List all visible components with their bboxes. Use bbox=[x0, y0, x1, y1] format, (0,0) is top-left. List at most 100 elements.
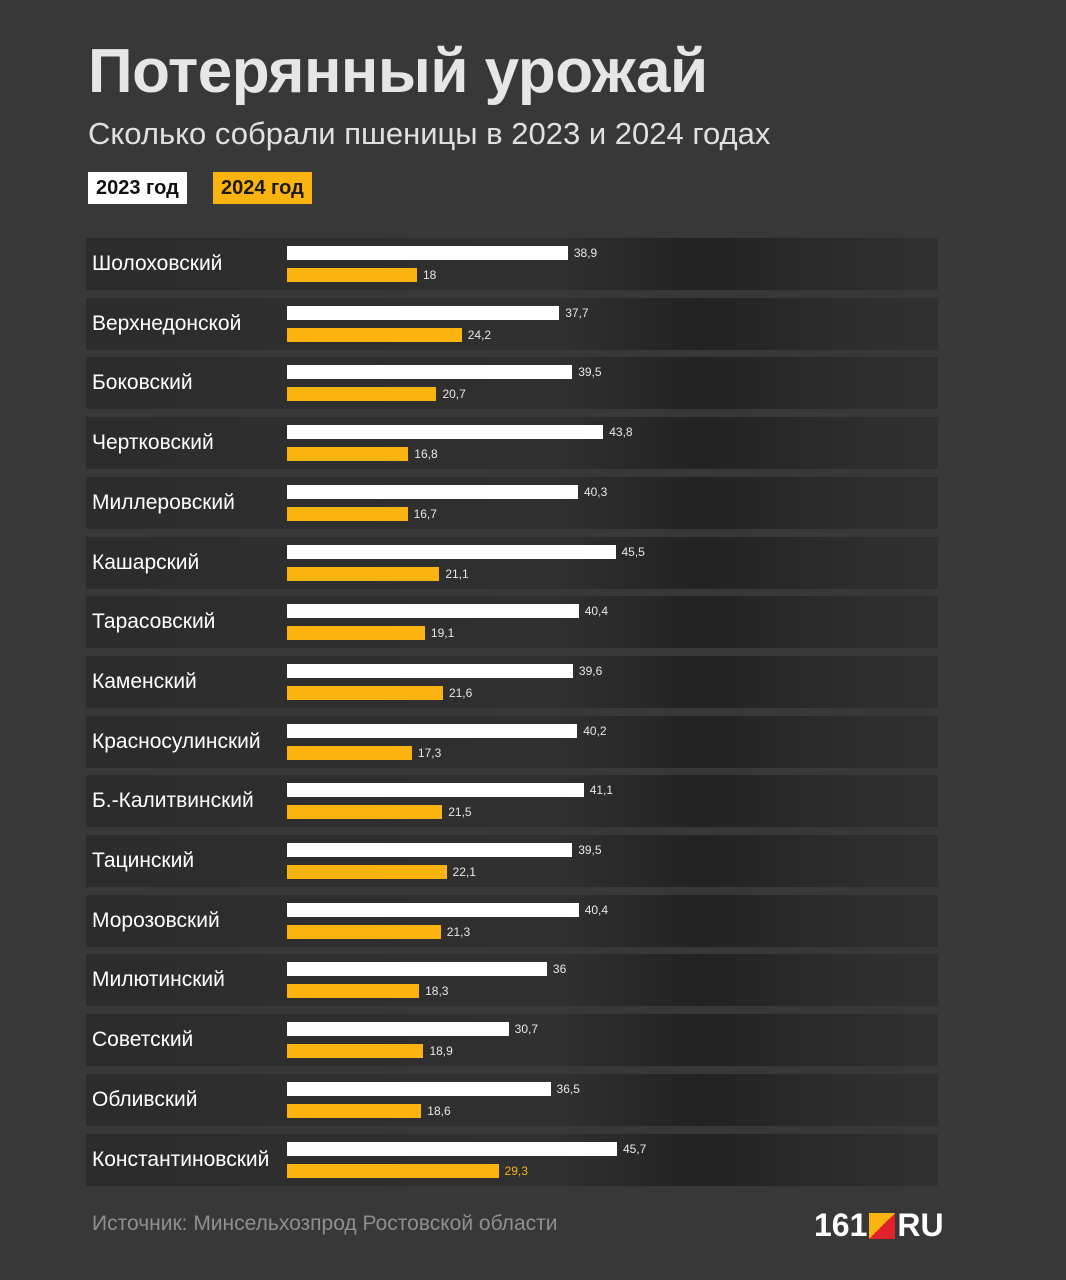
category-label: Тацинский bbox=[92, 849, 195, 872]
chart-row: Морозовский 40,4 21,3 bbox=[86, 894, 938, 947]
chart-row: Б.-Калитвинский 41,1 21,5 bbox=[86, 775, 938, 828]
chart-row: Миллеровский 40,3 16,7 bbox=[86, 476, 938, 529]
value-label-2024: 29,3 bbox=[504, 1163, 528, 1178]
value-label-2023: 38,9 bbox=[573, 246, 598, 260]
value-label-2024: 16,7 bbox=[413, 506, 437, 521]
chart-row: Тацинский 39,5 22,1 bbox=[86, 835, 938, 887]
category-label: Миллеровский bbox=[92, 490, 235, 514]
chart-row: Константиновский 45,7 29,3 bbox=[86, 1133, 938, 1186]
value-label-2023: 45,5 bbox=[621, 544, 645, 559]
bar-2024 bbox=[287, 1044, 424, 1059]
chart-row: Верхнедонской 37,7 24,2 bbox=[86, 297, 938, 350]
value-label-2024: 21,6 bbox=[448, 685, 473, 700]
chart-row: Тарасовский 40,4 19,1 bbox=[86, 596, 938, 649]
category-label: Боковский bbox=[92, 371, 193, 395]
value-label-2023: 37,7 bbox=[565, 305, 589, 320]
bar-2023 bbox=[287, 962, 547, 977]
value-label-2024: 16,8 bbox=[414, 447, 438, 462]
chart-subtitle: Сколько собрали пшеницы в 2023 и 2024 го… bbox=[88, 116, 771, 151]
bar-2023 bbox=[287, 484, 578, 499]
category-label: Константиновский bbox=[92, 1147, 270, 1171]
category-label: Милютинский bbox=[92, 968, 225, 992]
value-label-2023: 39,6 bbox=[578, 663, 603, 678]
bar-2023 bbox=[287, 425, 604, 440]
bar-2024 bbox=[287, 327, 462, 342]
bar-2023 bbox=[287, 723, 578, 738]
bar-2023 bbox=[287, 544, 616, 559]
value-label-2023: 40,3 bbox=[583, 484, 608, 499]
bar-2023 bbox=[287, 1081, 551, 1096]
value-label-2024: 21,1 bbox=[445, 566, 469, 581]
value-label-2024: 24,2 bbox=[467, 327, 492, 342]
value-label-2024: 21,3 bbox=[446, 924, 471, 939]
legend-item-2023: 2023 год bbox=[88, 172, 187, 204]
bar-2024 bbox=[287, 685, 443, 700]
value-label-2023: 39,5 bbox=[578, 843, 602, 857]
bar-2023 bbox=[287, 783, 584, 798]
chart-row: Красносулинский 40,2 17,3 bbox=[86, 715, 938, 768]
chart-title: Потерянный урожай bbox=[88, 37, 708, 106]
chart-row: Обливский 36,5 18,6 bbox=[86, 1073, 938, 1126]
value-label-2023: 41,1 bbox=[589, 783, 614, 798]
value-label-2024: 18 bbox=[422, 268, 437, 282]
value-label-2023: 36 bbox=[552, 962, 567, 977]
value-label-2024: 20,7 bbox=[442, 387, 466, 402]
bar-2023 bbox=[287, 902, 579, 917]
category-label: Шолоховский bbox=[92, 252, 223, 275]
value-label-2024: 19,1 bbox=[430, 626, 455, 641]
bar-2024 bbox=[287, 506, 408, 521]
legend-item-2024: 2024 год bbox=[213, 172, 312, 204]
category-label: Чертковский bbox=[92, 431, 214, 455]
logo-mark-icon bbox=[869, 1212, 896, 1239]
bar-2024 bbox=[287, 1103, 422, 1118]
value-label-2024: 18,9 bbox=[429, 1044, 453, 1059]
source-note: Источник: Минсельхозпрод Ростовской обла… bbox=[92, 1212, 558, 1235]
chart-row: Советский 30,7 18,9 bbox=[86, 1014, 938, 1067]
category-label: Верхнедонской bbox=[92, 311, 242, 335]
chart-row: Милютинский 36 18,3 bbox=[86, 954, 938, 1007]
bar-2024 bbox=[287, 566, 440, 581]
value-label-2023: 36,5 bbox=[556, 1081, 580, 1096]
bar-2024 bbox=[287, 745, 412, 760]
bar-2023 bbox=[287, 663, 573, 678]
bar-2024 bbox=[287, 984, 420, 999]
bar-2024 bbox=[287, 447, 409, 462]
logo-number: 161 bbox=[814, 1207, 868, 1244]
bar-2024 bbox=[287, 387, 437, 402]
category-label: Кашарский bbox=[92, 550, 200, 574]
bar-2024 bbox=[287, 1163, 499, 1178]
chart-row: Чертковский 43,8 16,8 bbox=[86, 417, 938, 470]
bar-2023 bbox=[287, 1022, 509, 1037]
chart-row: Боковский 39,5 20,7 bbox=[86, 357, 938, 410]
value-label-2023: 39,5 bbox=[578, 365, 602, 380]
value-label-2023: 40,4 bbox=[584, 604, 609, 619]
value-label-2023: 43,8 bbox=[609, 425, 633, 440]
category-label: Каменский bbox=[92, 669, 197, 693]
category-label: Советский bbox=[92, 1028, 194, 1052]
chart-row: Каменский 39,6 21,6 bbox=[86, 655, 938, 708]
category-label: Тарасовский bbox=[92, 610, 216, 634]
chart-row: Кашарский 45,5 21,1 bbox=[86, 536, 938, 589]
bar-2023 bbox=[287, 1141, 617, 1156]
brand-logo: 161 RU bbox=[814, 1205, 944, 1245]
bar-2023 bbox=[287, 246, 568, 260]
bar-2024 bbox=[287, 924, 441, 939]
value-label-2023: 40,2 bbox=[583, 723, 607, 738]
category-label: Б.-Калитвинский bbox=[92, 789, 254, 813]
bar-2023 bbox=[287, 305, 560, 320]
value-label-2024: 17,3 bbox=[417, 745, 442, 760]
value-label-2023: 30,7 bbox=[514, 1022, 538, 1037]
value-label-2024: 18,6 bbox=[427, 1103, 451, 1118]
bar-2024 bbox=[287, 268, 417, 282]
logo-domain: RU bbox=[897, 1207, 944, 1244]
value-label-2024: 22,1 bbox=[452, 865, 476, 879]
bar-2023 bbox=[287, 843, 573, 857]
bar-2024 bbox=[287, 805, 443, 820]
category-label: Красносулинский bbox=[92, 729, 261, 753]
bar-2023 bbox=[287, 365, 573, 380]
value-label-2024: 21,5 bbox=[448, 805, 472, 820]
value-label-2024: 18,3 bbox=[425, 984, 449, 999]
category-label: Обливский bbox=[92, 1087, 198, 1111]
value-label-2023: 40,4 bbox=[584, 902, 609, 917]
value-label-2023: 45,7 bbox=[622, 1141, 647, 1156]
